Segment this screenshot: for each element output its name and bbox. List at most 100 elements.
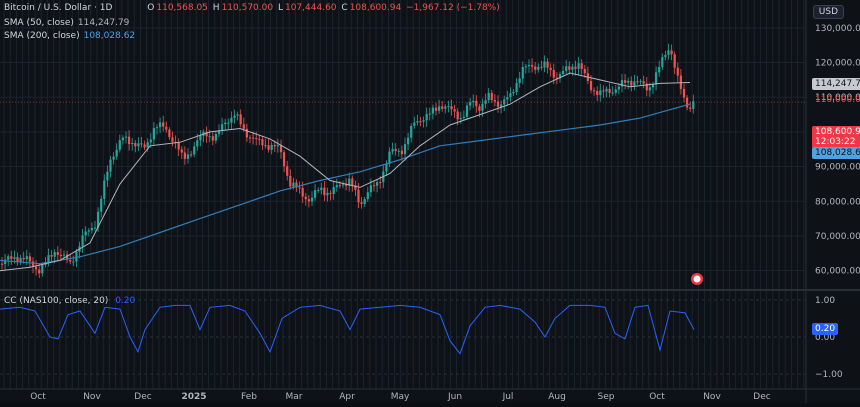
candle-body [658,67,661,73]
candle-body [593,90,596,92]
low-label: L [277,3,283,13]
candle-body [469,102,472,106]
candle-body [56,252,59,256]
sma50-label: SMA (50, close) [4,18,74,28]
candle-body [552,70,555,78]
last-price-value: 108,600.94 [815,127,860,137]
candle-body [289,175,292,187]
cc-legend-value: 0.20 [115,296,136,306]
time-axis-label: Oct [649,392,665,402]
sma50-legend[interactable]: SMA (50, close) 114,247.79 [4,17,129,29]
candle-body [35,266,38,270]
time-axis-label: Oct [30,392,46,402]
candle-body [317,189,320,191]
candle-body [450,106,453,110]
candle-body [351,178,354,186]
candle-body [121,137,124,141]
candle-body [4,259,7,264]
candle-body [506,97,509,100]
candle-body [555,77,558,79]
candle-body [620,80,624,87]
candle-body [394,149,397,151]
cc-axis-label: −1.00 [815,370,843,380]
candle-body [360,202,363,204]
cc-legend[interactable]: CC (NAS100, close, 20) 0.20 [4,295,135,307]
candle-body [543,61,546,68]
candle-body [453,109,456,112]
close-label: C [341,3,348,13]
candle-body [642,81,645,84]
event-marker-icon-inner [693,275,701,283]
candle-body [258,138,261,140]
candle-body [348,178,351,186]
candle-body [159,122,162,128]
time-axis-label: Dec [753,392,770,402]
candle-body [323,187,326,196]
time-axis-label: Jul [502,392,514,402]
candle-body [341,184,345,186]
candle-body [403,144,407,155]
candle-body [233,115,236,118]
candle-body [589,80,593,91]
candle-body [425,113,428,121]
candle-body [177,142,180,150]
candle-body [146,142,149,148]
candle-body [472,100,475,103]
candle-body [686,97,689,108]
sma50-value: 114,247.79 [77,18,130,28]
candle-body [518,78,521,83]
bar-countdown: 12:03:22 [815,137,856,147]
candle-body [655,72,658,85]
candle-body [397,150,400,152]
time-axis-label: Apr [339,392,355,402]
candle-body [267,145,270,150]
candle-body [462,116,465,118]
candle-body [320,187,323,190]
open-label: O [147,3,155,13]
candle-body [205,131,208,137]
cc-line [0,304,695,355]
candle-body [617,86,620,90]
candle-body [410,125,413,138]
candle-body [264,145,267,147]
candle-body [97,211,100,228]
candle-body [376,182,379,186]
currency-button[interactable]: USD [812,5,844,19]
candle-body [298,187,301,189]
candle-body [252,137,255,139]
candle-body [372,185,376,187]
candle-body [283,152,286,167]
candle-body [16,257,19,263]
candle-body [301,187,304,197]
candle-body [546,61,549,68]
candle-body [534,66,537,70]
candle-body [118,140,121,150]
candle-body [496,101,500,107]
candle-body [276,145,279,147]
candle-body [75,251,78,262]
candle-body [419,121,422,123]
candle-body [599,90,602,96]
candle-body [444,106,447,109]
candle-body [431,107,434,114]
candle-body [689,107,692,109]
candle-body [81,235,84,247]
candle-body [667,50,670,55]
candle-body [596,91,599,96]
candle-body [239,114,242,125]
low-value: 107,444.60 [284,3,337,13]
candle-body [363,199,366,204]
candle-body [162,122,165,127]
candle-body [19,257,22,263]
candle-body [484,100,487,104]
sma200-legend[interactable]: SMA (200, close) 108,028.62 [4,30,135,42]
candle-body [224,122,227,125]
candle-body [633,81,636,86]
candle-body [580,63,583,69]
candle-body [186,154,190,159]
candle-body [310,197,314,202]
candle-body [562,71,565,74]
candle-body [676,67,679,76]
